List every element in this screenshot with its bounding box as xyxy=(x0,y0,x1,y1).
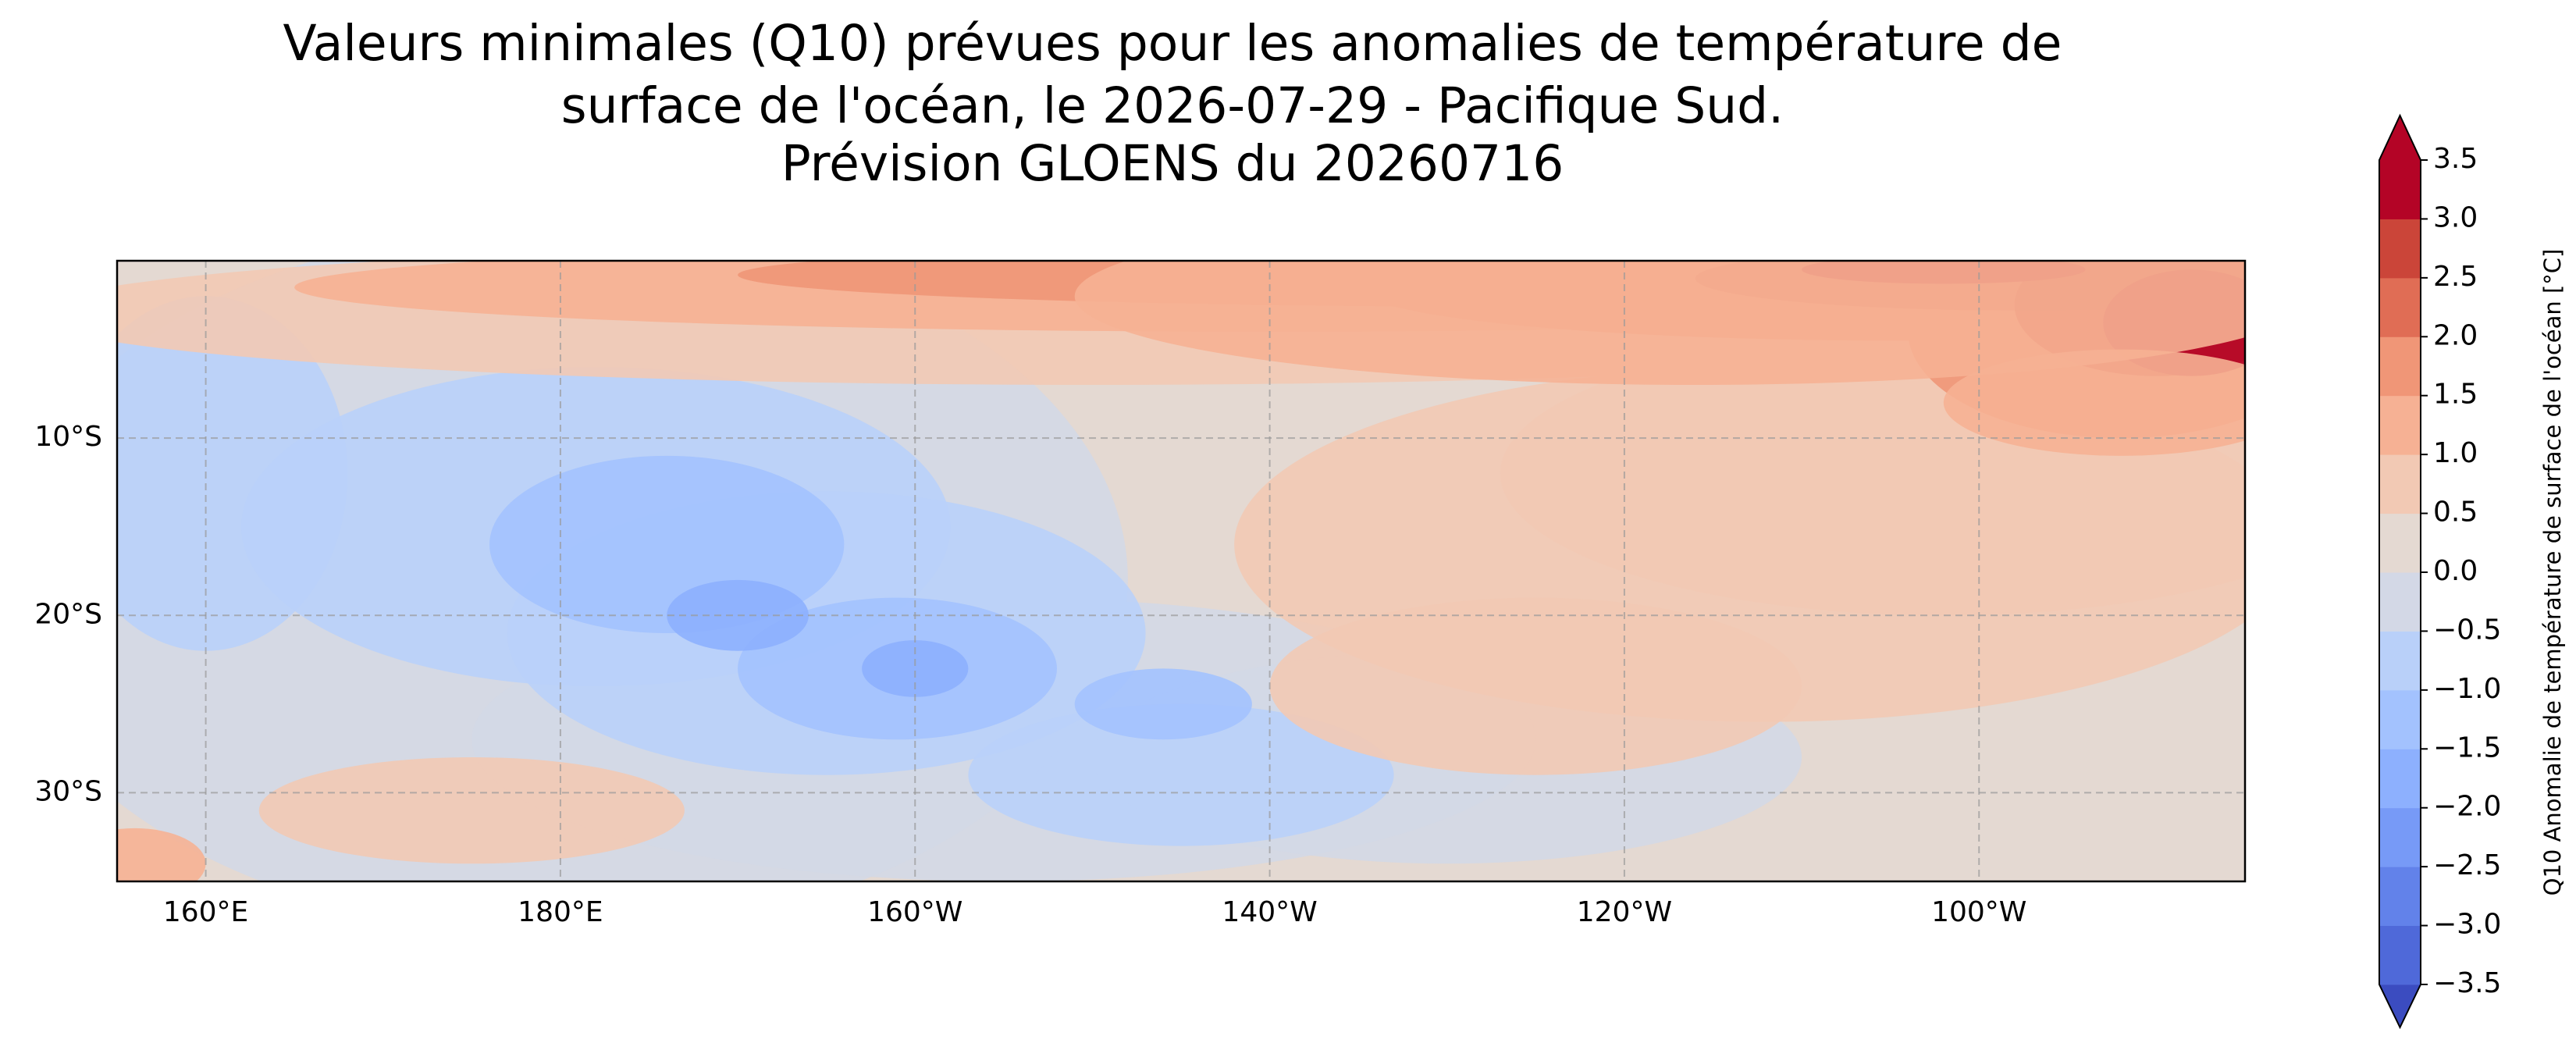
colorbar-band xyxy=(2379,160,2421,219)
field-patch xyxy=(258,756,685,864)
field-patch xyxy=(968,703,1394,846)
title-line: Valeurs minimales (Q10) prévues pour les… xyxy=(283,15,2062,72)
field-patch xyxy=(862,640,969,697)
map-axes: 160°E 180°E 160°W 140°W 120°W 100°W 10°S 20°S 30… xyxy=(34,259,2247,928)
colorbar-band xyxy=(2379,925,2421,985)
x-tick-label: 140°W xyxy=(1222,896,1317,928)
colorbar-tick-label: 0.5 xyxy=(2433,497,2478,529)
colorbar-tick-label: 3.0 xyxy=(2433,201,2478,233)
colorbar-tick-label: −2.0 xyxy=(2433,791,2501,823)
colorbar-band xyxy=(2379,572,2421,632)
colorbar-band xyxy=(2379,631,2421,691)
colorbar-tick-label: −3.0 xyxy=(2433,909,2501,941)
title-line: surface de l'océan, le 2026-07-29 - Paci… xyxy=(561,77,1784,134)
colorbar-tick-label: −0.5 xyxy=(2433,614,2501,646)
colorbar-tick-label: 0.0 xyxy=(2433,555,2478,587)
y-tick-label: 20°S xyxy=(34,598,102,630)
colorbar-band xyxy=(2379,219,2421,279)
colorbar-tick-label: 1.5 xyxy=(2433,379,2478,411)
colorbar-band xyxy=(2379,277,2421,337)
colorbar-extend-over xyxy=(2379,116,2421,160)
colorbar-band xyxy=(2379,454,2421,514)
colorbar-tick-label: −2.5 xyxy=(2433,849,2501,881)
colorbar-band xyxy=(2379,395,2421,455)
field-patch xyxy=(1943,349,2245,456)
colorbar-tick-label: 2.5 xyxy=(2433,261,2478,293)
x-tick-label: 120°W xyxy=(1577,896,1672,928)
field-patch xyxy=(1074,261,2245,385)
colorbar-label: Q10 Anomalie de température de surface d… xyxy=(2539,249,2566,896)
x-tick-label: 100°W xyxy=(1931,896,2026,928)
colorbar-tick-label: 1.0 xyxy=(2433,437,2478,469)
map-frame xyxy=(116,259,2247,883)
colorbar-band xyxy=(2379,807,2421,867)
y-tick-label: 10°S xyxy=(34,421,102,453)
x-tick-label: 160°W xyxy=(867,896,962,928)
colorbar-tick-label: 2.0 xyxy=(2433,319,2478,351)
colorbar-band xyxy=(2379,749,2421,809)
colorbar-extend-under xyxy=(2379,984,2421,1027)
anomaly-field xyxy=(117,261,2245,881)
title-line: Prévision GLOENS du 20260716 xyxy=(781,135,1564,192)
field-patch xyxy=(1074,668,1252,740)
x-tick-label: 160°E xyxy=(163,896,248,928)
colorbar-tick-label: 3.5 xyxy=(2433,143,2478,175)
field-patch xyxy=(1269,597,1802,775)
x-tick-label: 180°E xyxy=(518,896,603,928)
colorbar-tick-label: −3.5 xyxy=(2433,967,2501,999)
colorbar-band xyxy=(2379,336,2421,397)
colorbar: −3.5 −3.0 −2.5 −2.0 −1.5 −1.0 −0.5 0.0 0.5 1.0 1.5… xyxy=(2379,113,2501,1030)
colorbar-band xyxy=(2379,513,2421,573)
colorbar-tick-label: −1.5 xyxy=(2433,732,2501,764)
colorbar-band xyxy=(2379,867,2421,927)
colorbar-tick-label: −1.0 xyxy=(2433,673,2501,705)
field-patch xyxy=(117,828,206,881)
y-tick-label: 30°S xyxy=(34,775,102,807)
colorbar-band xyxy=(2379,689,2421,749)
